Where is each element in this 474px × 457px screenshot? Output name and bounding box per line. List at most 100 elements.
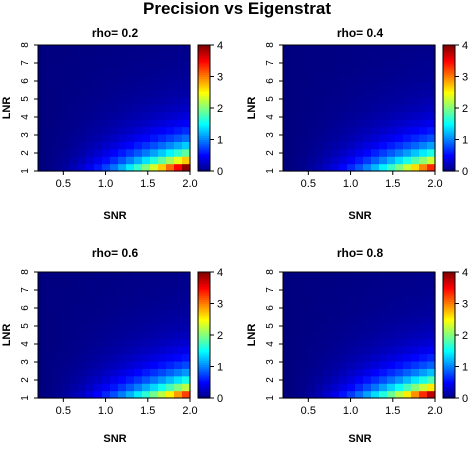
heatmap-cell	[323, 104, 332, 113]
colorbar-segment	[198, 137, 210, 141]
heatmap-cell	[363, 301, 372, 310]
heatmap-cell	[283, 375, 292, 384]
colorbar-segment	[443, 328, 455, 332]
x-tick-label: 1.0	[98, 405, 113, 417]
heatmap-cell	[315, 45, 324, 54]
heatmap-cell	[363, 323, 372, 332]
colorbar-tick-label: 4	[217, 40, 223, 52]
colorbar-segment	[198, 105, 210, 109]
colorbar-segment	[443, 108, 455, 111]
heatmap-cell	[86, 126, 95, 135]
heatmap-cell	[78, 368, 87, 377]
colorbar-segment	[198, 80, 210, 84]
heatmap-cell	[126, 119, 135, 128]
heatmap-cell	[54, 119, 63, 128]
heatmap-cell	[379, 82, 388, 91]
heatmap-cell	[174, 67, 183, 76]
colorbar-segment	[443, 368, 455, 372]
heatmap-cell	[78, 338, 87, 347]
heatmap-cell	[363, 67, 372, 76]
heatmap-cell	[182, 390, 191, 399]
heatmap-cell	[158, 390, 167, 399]
heatmap-cell	[54, 96, 63, 105]
heatmap-cell	[387, 96, 396, 105]
heatmap-cell	[110, 111, 119, 120]
heatmap-cell	[363, 111, 372, 120]
heatmap-cell	[411, 383, 420, 392]
colorbar-segment	[443, 280, 455, 284]
heatmap-cell	[299, 279, 308, 288]
heatmap-cell	[291, 316, 300, 325]
heatmap-cell	[323, 163, 332, 172]
colorbar-segment	[443, 101, 455, 105]
heatmap-cell	[134, 272, 143, 281]
heatmap-cell	[118, 279, 127, 288]
colorbar-segment	[198, 320, 210, 323]
heatmap-cell	[62, 383, 71, 392]
heatmap-cell	[331, 294, 340, 303]
heatmap-cell	[182, 163, 191, 172]
colorbar-segment	[443, 305, 455, 309]
heatmap-cell	[86, 74, 95, 83]
heatmap-cell	[387, 272, 396, 281]
heatmap-cell	[38, 59, 47, 68]
colorbar-segment	[443, 326, 455, 330]
heatmap-cell	[70, 126, 79, 135]
heatmap-cell	[46, 383, 55, 392]
heatmap-cell	[70, 338, 79, 347]
heatmap-cell	[331, 301, 340, 310]
heatmap-cell	[355, 82, 364, 91]
heatmap-cell	[150, 89, 159, 98]
heatmap-cell	[110, 156, 119, 165]
colorbar-segment	[443, 395, 455, 399]
x-axis: 0.5 1.0 1.5 2.0	[301, 398, 443, 417]
heatmap-cell	[110, 104, 119, 113]
heatmap-cell	[54, 390, 63, 399]
heatmap-cell	[331, 309, 340, 318]
heatmap-cell	[54, 353, 63, 362]
colorbar-segment	[443, 147, 455, 151]
heatmap-cell	[403, 82, 412, 91]
heatmap-cell	[355, 133, 364, 142]
heatmap-cell	[174, 294, 183, 303]
heatmap-cell	[142, 346, 151, 355]
heatmap-cell	[70, 45, 79, 54]
heatmap-cell	[299, 163, 308, 172]
heatmap-cell	[94, 96, 103, 105]
heatmap-cell	[118, 331, 127, 340]
heatmap-cell	[379, 126, 388, 135]
colorbar-segment	[198, 284, 210, 288]
heatmap-cell	[150, 96, 159, 105]
heatmap-cell	[38, 148, 47, 157]
heatmap-cell	[299, 390, 308, 399]
heatmap-cell	[158, 126, 167, 135]
heatmap-cell	[150, 133, 159, 142]
heatmap-cell	[379, 104, 388, 113]
heatmap-cell	[126, 148, 135, 157]
heatmap-cell	[307, 368, 316, 377]
colorbar-segment	[443, 303, 455, 307]
heatmap-cell	[150, 383, 159, 392]
heatmap-cell	[395, 82, 404, 91]
heatmap-cell	[347, 309, 356, 318]
heatmap-cell	[142, 141, 151, 150]
heatmap-cell	[411, 52, 420, 61]
heatmap-cell	[387, 279, 396, 288]
heatmap-cell	[395, 89, 404, 98]
heatmap-cell	[419, 286, 428, 295]
heatmap-cell	[118, 96, 127, 105]
y-tick-label: 5	[265, 96, 276, 102]
heatmap-cell	[46, 323, 55, 332]
heatmap-cell	[403, 375, 412, 384]
colorbar-segment	[198, 379, 210, 382]
colorbar-segment	[198, 309, 210, 313]
colorbar-segment	[198, 154, 210, 157]
heatmap-cell	[427, 346, 436, 355]
heatmap-cell	[158, 74, 167, 83]
heatmap-cell	[307, 331, 316, 340]
heatmap-cell	[182, 338, 191, 347]
heatmap-cell	[403, 331, 412, 340]
heatmap-cell	[110, 67, 119, 76]
heatmap-cell	[379, 156, 388, 165]
